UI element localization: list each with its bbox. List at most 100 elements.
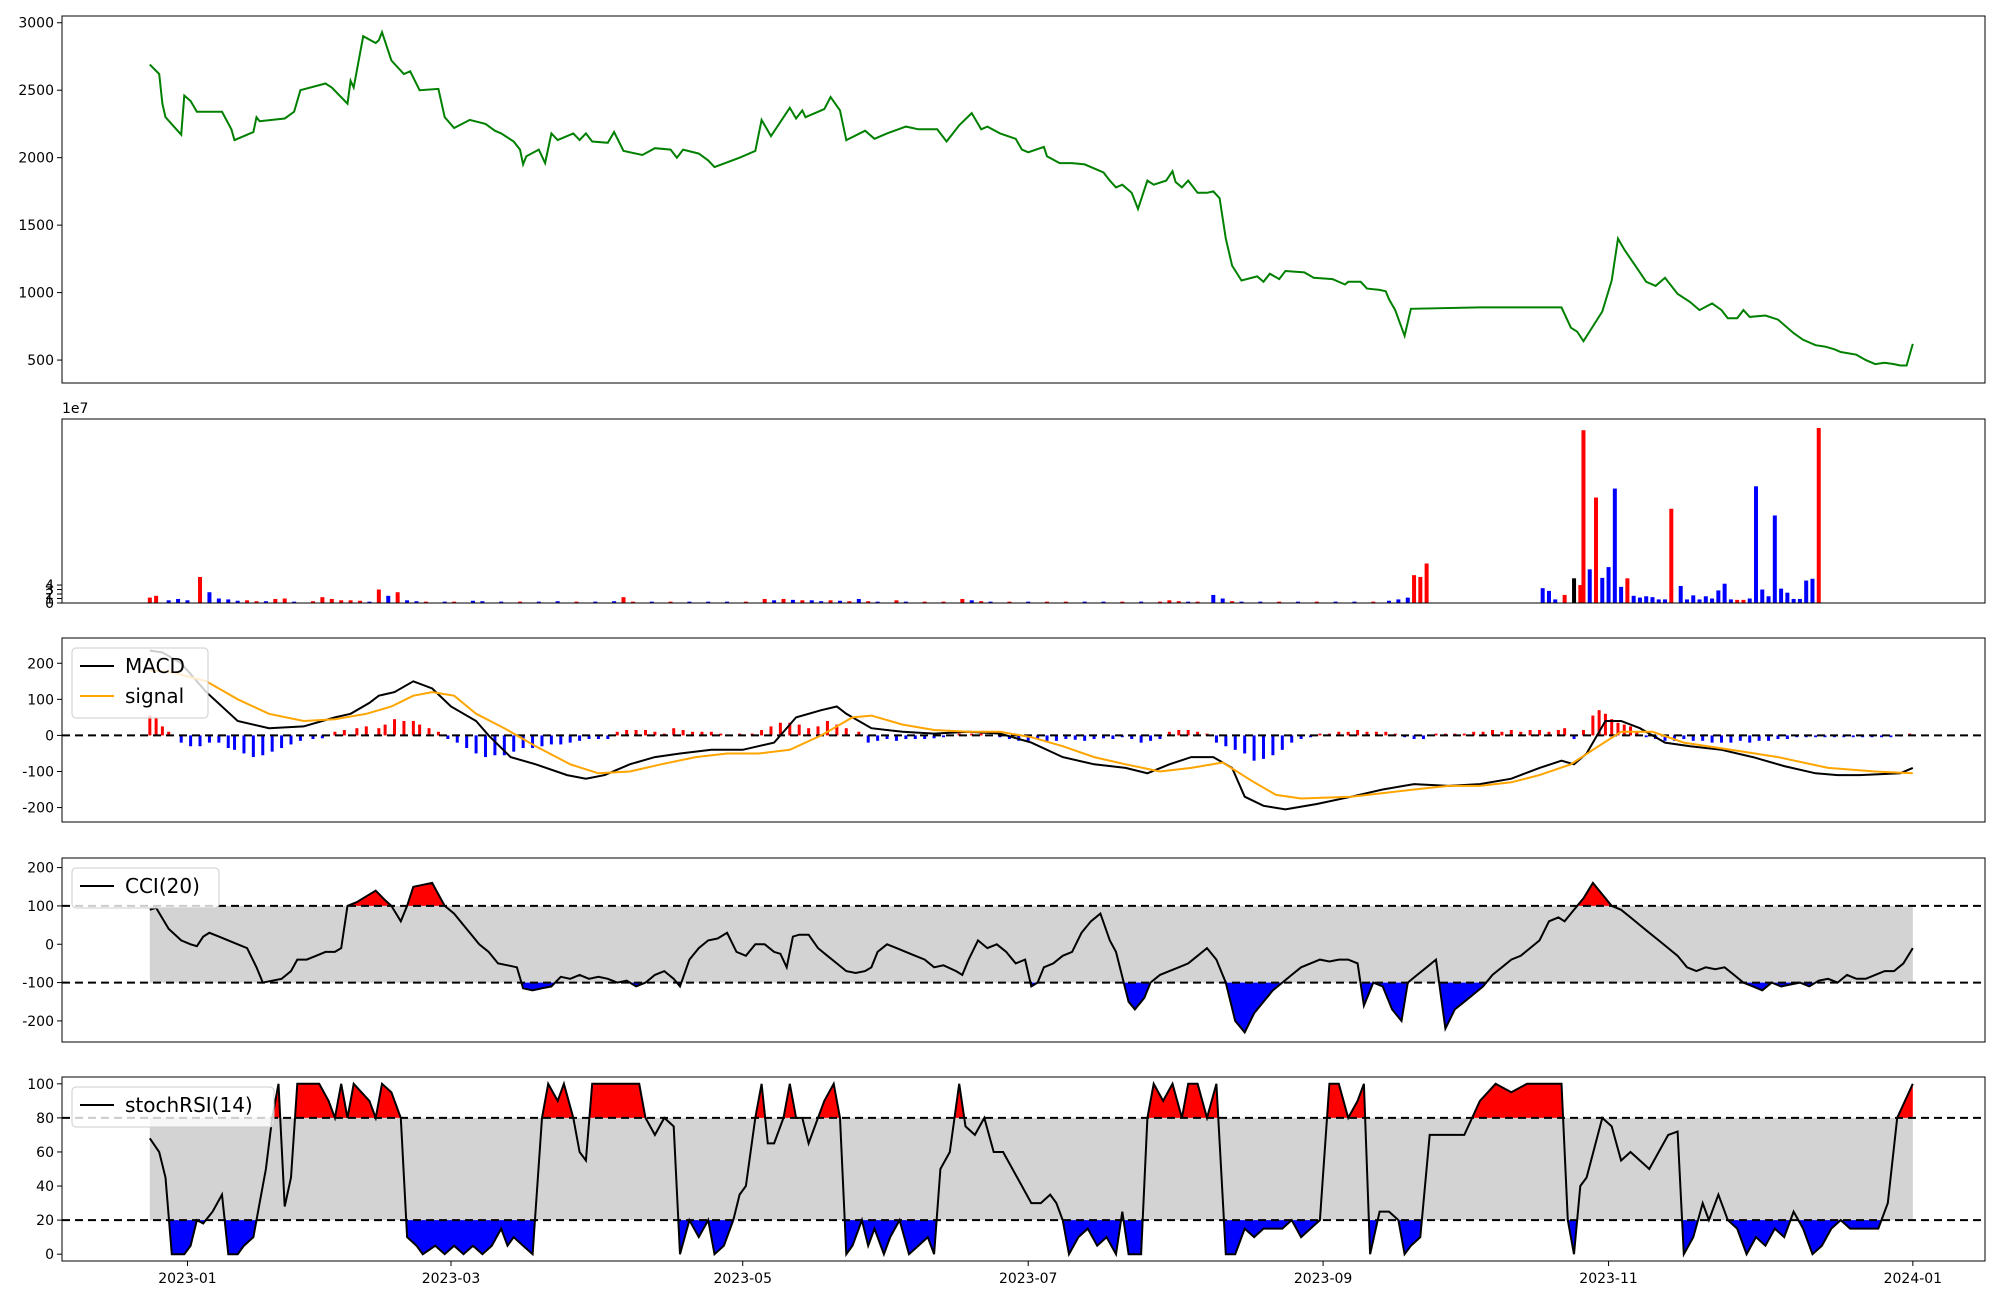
volume-bar <box>1139 601 1144 603</box>
volume-bar <box>1120 601 1125 603</box>
volume-bar <box>1631 595 1636 603</box>
volume-bar <box>386 595 391 603</box>
volume-bar <box>1581 430 1586 603</box>
volume-bar <box>1710 598 1715 603</box>
macd-histogram-bar <box>1434 733 1438 736</box>
macd-histogram-bar <box>760 730 764 736</box>
macd-panel: -200 -100 0 100 200 MACD signal <box>22 637 1986 823</box>
volume-bar <box>310 601 315 603</box>
volume-frame <box>61 418 1986 604</box>
volume-bar <box>1716 590 1721 603</box>
macd-histogram-bar <box>1757 735 1761 741</box>
macd-histogram-bar <box>502 735 506 756</box>
macd-histogram-bar <box>1290 735 1294 743</box>
volume-bar <box>282 598 287 603</box>
macd-line <box>149 649 1914 811</box>
stochrsi-frame <box>61 1076 1986 1262</box>
cci-overbought-fill <box>407 882 445 906</box>
volume-offset-label: 1e7 <box>62 401 88 417</box>
macd-histogram-bar <box>1776 735 1780 740</box>
stochrsi-ytick-label: 40 <box>36 1179 54 1195</box>
volume-bar <box>1741 599 1746 603</box>
macd-histogram-bar <box>1672 735 1676 741</box>
macd-histogram-bar <box>1823 735 1827 738</box>
macd-histogram-bar <box>531 735 535 749</box>
volume-bar <box>1333 601 1338 603</box>
macd-histogram-bar <box>1538 730 1542 736</box>
volume-bar <box>969 600 974 603</box>
macd-histogram-bar <box>1490 730 1494 736</box>
macd-histogram-bar <box>578 735 582 741</box>
volume-bar <box>226 599 231 603</box>
macd-histogram-bar <box>355 728 359 736</box>
macd-histogram-bar <box>1682 735 1686 740</box>
macd-histogram-bar <box>1462 733 1466 736</box>
volume-bar <box>1176 601 1181 603</box>
x-tick-label: 2023-11 <box>1579 1271 1638 1287</box>
price-ytick-label: 2500 <box>18 83 54 99</box>
macd-histogram-bar <box>289 735 293 745</box>
macd-histogram-bar <box>521 735 525 749</box>
volume-ytick-label: 2 <box>45 587 54 603</box>
volume-bar <box>1735 599 1740 603</box>
volume-bar <box>358 600 363 603</box>
volume-bar <box>1797 598 1802 603</box>
stochrsi-oversold-fill <box>1123 1220 1143 1255</box>
volume-bar <box>875 601 880 603</box>
cci-ytick-label: 200 <box>27 861 54 877</box>
stochrsi-overbought-fill <box>375 1083 401 1118</box>
macd-histogram-bar <box>1356 730 1360 736</box>
macd-histogram-bar <box>1519 731 1523 736</box>
macd-histogram-bar <box>1814 735 1818 738</box>
macd-histogram-bar <box>1064 735 1068 740</box>
macd-histogram-bar <box>1092 735 1096 740</box>
stochrsi-overbought-fill <box>1327 1083 1349 1118</box>
volume-bar <box>574 601 579 603</box>
macd-histogram-bar <box>320 735 324 739</box>
volume-bar <box>1637 597 1642 603</box>
volume-bar <box>154 595 159 603</box>
macd-histogram-bar <box>226 735 230 749</box>
macd-histogram-bar <box>913 735 917 740</box>
volume-bar <box>367 601 372 603</box>
macd-histogram-bar <box>825 720 829 736</box>
volume-bar <box>1082 601 1087 603</box>
stochrsi-legend-box <box>71 1086 275 1128</box>
macd-histogram-bar <box>844 728 848 736</box>
macd-histogram-bar <box>418 724 422 736</box>
volume-bar <box>1007 601 1012 603</box>
volume-bar <box>292 601 297 603</box>
macd-histogram-bar <box>1889 735 1893 738</box>
stochrsi-oversold-fill <box>861 1220 900 1255</box>
stochrsi-oversold-fill <box>689 1220 709 1238</box>
macd-histogram-bar <box>672 728 676 736</box>
macd-histogram-bar <box>1280 735 1284 750</box>
macd-histogram-bar <box>1036 735 1040 740</box>
stochrsi-oversold-fill <box>708 1220 734 1255</box>
volume-bar <box>1779 588 1784 603</box>
cci-ytick-label: 0 <box>45 937 54 953</box>
volume-bar <box>687 601 692 603</box>
macd-histogram-bar <box>942 735 946 738</box>
volume-bar <box>1816 427 1821 603</box>
volume-bar <box>555 601 560 603</box>
macd-histogram-bar <box>1054 735 1058 741</box>
macd-histogram-bar <box>198 735 202 747</box>
volume-bar <box>894 600 899 603</box>
macd-histogram-bar <box>189 735 193 747</box>
macd-histogram-bar <box>1083 735 1087 741</box>
volume-bar <box>536 601 541 603</box>
volume-bar <box>1703 596 1708 603</box>
stochrsi-ytick-label: 60 <box>36 1145 54 1161</box>
macd-histogram-bar <box>1186 730 1190 736</box>
macd-histogram-bar <box>866 735 870 743</box>
macd-histogram-bar <box>691 731 695 736</box>
volume-bar <box>1612 488 1617 603</box>
stochrsi-overbought-fill <box>589 1083 646 1118</box>
stochrsi-oversold-fill <box>1398 1220 1422 1255</box>
volume-bar <box>254 601 259 603</box>
volume-bar <box>1195 601 1200 603</box>
volume-bar <box>339 600 344 603</box>
macd-histogram-bar <box>1691 735 1695 741</box>
